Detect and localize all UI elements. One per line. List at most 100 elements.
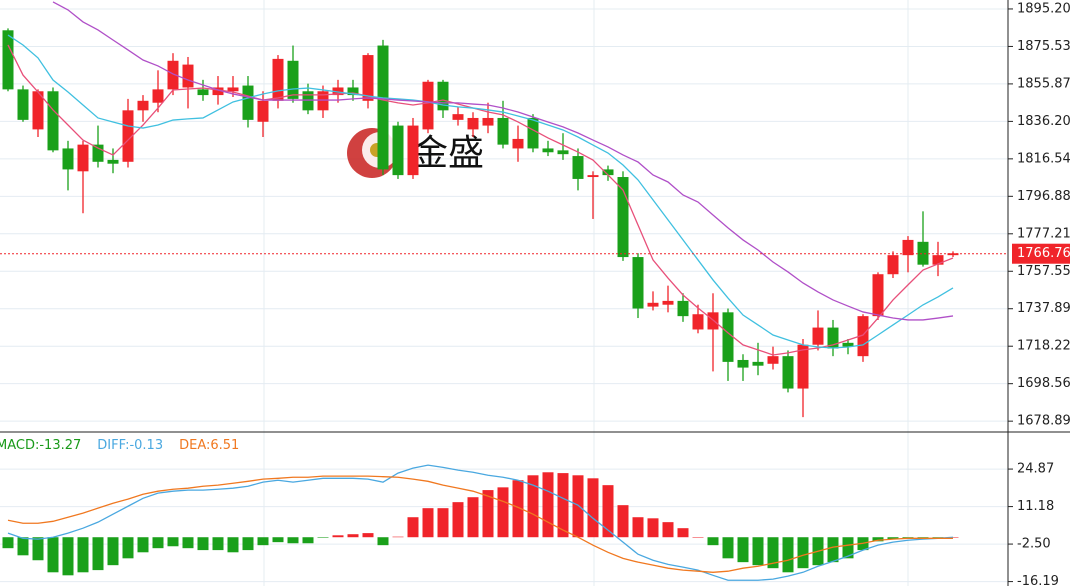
macd-bar bbox=[17, 537, 29, 556]
candle-body bbox=[632, 257, 644, 309]
macd-bar bbox=[122, 537, 134, 559]
candle-body bbox=[497, 117, 509, 145]
legend-entry: MACD:-13.27 bbox=[0, 438, 81, 453]
macd-bar bbox=[392, 536, 404, 538]
y-tick-label: 1757.55 bbox=[1017, 264, 1070, 279]
macd-bar bbox=[587, 478, 599, 538]
candle-body bbox=[287, 60, 299, 99]
candle-body bbox=[377, 45, 389, 170]
macd-bar bbox=[752, 537, 764, 566]
macd-bar bbox=[2, 537, 14, 549]
macd-bar bbox=[287, 537, 299, 544]
candle-body bbox=[782, 356, 794, 389]
macd-bar bbox=[272, 537, 284, 543]
macd-bar bbox=[317, 537, 329, 538]
y-tick-label: -2.50 bbox=[1017, 537, 1051, 552]
candle-body bbox=[77, 144, 89, 172]
candle-body bbox=[602, 169, 614, 176]
legend-name: DIFF: bbox=[97, 438, 129, 453]
macd-bar bbox=[227, 537, 239, 553]
candle-body bbox=[362, 55, 374, 101]
macd-bar bbox=[377, 537, 389, 546]
macd-bar bbox=[92, 537, 104, 571]
macd-bar bbox=[542, 472, 554, 538]
macd-bar bbox=[707, 537, 719, 546]
candle-body bbox=[392, 125, 404, 176]
moving-average-line bbox=[52, 1, 954, 321]
macd-bar bbox=[242, 537, 254, 551]
macd-bar bbox=[647, 518, 659, 538]
y-tick-label: 1678.89 bbox=[1017, 414, 1070, 429]
y-tick-label: 1875.53 bbox=[1017, 39, 1070, 54]
macd-bar bbox=[107, 537, 119, 566]
candle-body bbox=[512, 138, 524, 149]
candle-body bbox=[527, 117, 539, 149]
candle-body bbox=[212, 87, 224, 96]
candle-body bbox=[542, 148, 554, 153]
candle-body bbox=[437, 81, 449, 111]
y-tick-label: 1816.54 bbox=[1017, 151, 1070, 166]
legend-entry: DEA:6.51 bbox=[179, 438, 239, 453]
candle-body bbox=[107, 159, 119, 164]
macd-bar bbox=[827, 537, 839, 563]
dea-line bbox=[7, 475, 953, 573]
macd-bar bbox=[632, 517, 644, 538]
y-tick-label: 1777.21 bbox=[1017, 226, 1070, 241]
macd-bar bbox=[152, 537, 164, 549]
legend-name: DEA: bbox=[179, 438, 210, 453]
macd-bar bbox=[737, 537, 749, 563]
candle-body bbox=[737, 359, 749, 368]
macd-bar bbox=[842, 537, 854, 559]
macd-bar bbox=[62, 537, 74, 576]
candle-body bbox=[47, 91, 59, 151]
macd-bar bbox=[557, 473, 569, 538]
macd-bar bbox=[797, 537, 809, 569]
macd-bar bbox=[872, 537, 884, 542]
candle-body bbox=[812, 327, 824, 345]
y-tick-label: -16.19 bbox=[1017, 574, 1059, 586]
candle-body bbox=[872, 274, 884, 317]
candle-body bbox=[887, 255, 899, 275]
macd-bar bbox=[137, 537, 149, 553]
candle-body bbox=[152, 89, 164, 103]
candle-body bbox=[197, 89, 209, 96]
candle-body bbox=[827, 327, 839, 349]
y-tick-label: 1855.87 bbox=[1017, 76, 1070, 91]
macd-bar bbox=[77, 537, 89, 573]
macd-bar bbox=[662, 522, 674, 538]
legend-value: -13.27 bbox=[39, 438, 81, 453]
candle-body bbox=[422, 81, 434, 130]
macd-bar bbox=[182, 537, 194, 549]
candle-body bbox=[332, 87, 344, 96]
candle-body bbox=[167, 60, 179, 90]
macd-bar bbox=[602, 485, 614, 538]
candle-body bbox=[122, 110, 134, 162]
moving-average-line bbox=[7, 34, 954, 349]
macd-bar bbox=[467, 497, 479, 538]
y-tick-label: 1796.88 bbox=[1017, 189, 1070, 204]
macd-bar bbox=[452, 502, 464, 538]
y-tick-label: 1895.20 bbox=[1017, 1, 1070, 16]
macd-bar bbox=[407, 517, 419, 538]
candle-body bbox=[182, 64, 194, 88]
candle-body bbox=[752, 361, 764, 366]
diff-line bbox=[7, 464, 954, 581]
y-tick-label: 1737.89 bbox=[1017, 301, 1070, 316]
y-tick-label: 1718.22 bbox=[1017, 339, 1070, 354]
macd-bar bbox=[692, 537, 704, 538]
candle-body bbox=[467, 117, 479, 130]
macd-bar bbox=[422, 508, 434, 538]
candle-body bbox=[617, 177, 629, 258]
candle-body bbox=[557, 150, 569, 155]
macd-bar bbox=[767, 537, 779, 569]
y-tick-label: 1836.20 bbox=[1017, 114, 1070, 129]
candle-body bbox=[767, 356, 779, 364]
y-tick-label: 24.87 bbox=[1017, 462, 1054, 477]
macd-bar bbox=[482, 490, 494, 538]
candle-body bbox=[692, 314, 704, 330]
macd-bar bbox=[167, 537, 179, 547]
candle-body bbox=[677, 300, 689, 317]
y-tick-label: 1698.56 bbox=[1017, 376, 1070, 391]
macd-bar bbox=[527, 475, 539, 538]
candle-body bbox=[932, 255, 944, 265]
